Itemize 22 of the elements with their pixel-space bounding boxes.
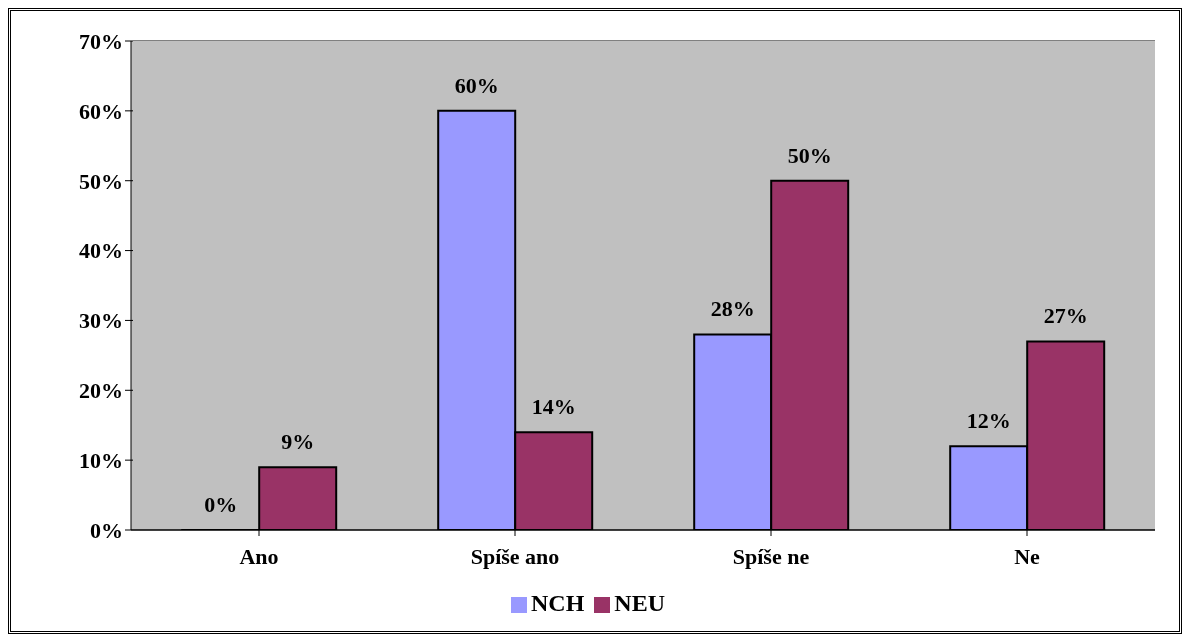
x-tick-label: Ne [1014, 543, 1041, 569]
y-tick-label: 40% [79, 238, 123, 264]
y-tick-label: 20% [79, 378, 123, 404]
data-label: 27% [1043, 303, 1088, 329]
data-label: 50% [787, 142, 832, 168]
data-label: 14% [531, 394, 576, 420]
legend-label: NCH [530, 590, 585, 616]
y-tick-label: 10% [79, 447, 123, 473]
data-label: 0% [204, 491, 238, 517]
x-tick-label: Spíše ano [470, 543, 560, 569]
y-tick-label: 70% [79, 28, 123, 54]
x-tick-label: Ano [239, 543, 279, 569]
data-label: 12% [966, 408, 1011, 434]
x-tick-label: Spíše ne [732, 543, 810, 569]
y-tick-label: 50% [79, 168, 123, 194]
y-tick-label: 60% [79, 98, 123, 124]
legend-label: NEU [614, 590, 665, 616]
data-label: 60% [454, 72, 499, 98]
y-tick-label: 30% [79, 308, 123, 334]
y-tick-label: 0% [90, 517, 123, 543]
data-label: 9% [281, 429, 315, 455]
data-label: 28% [710, 296, 755, 322]
